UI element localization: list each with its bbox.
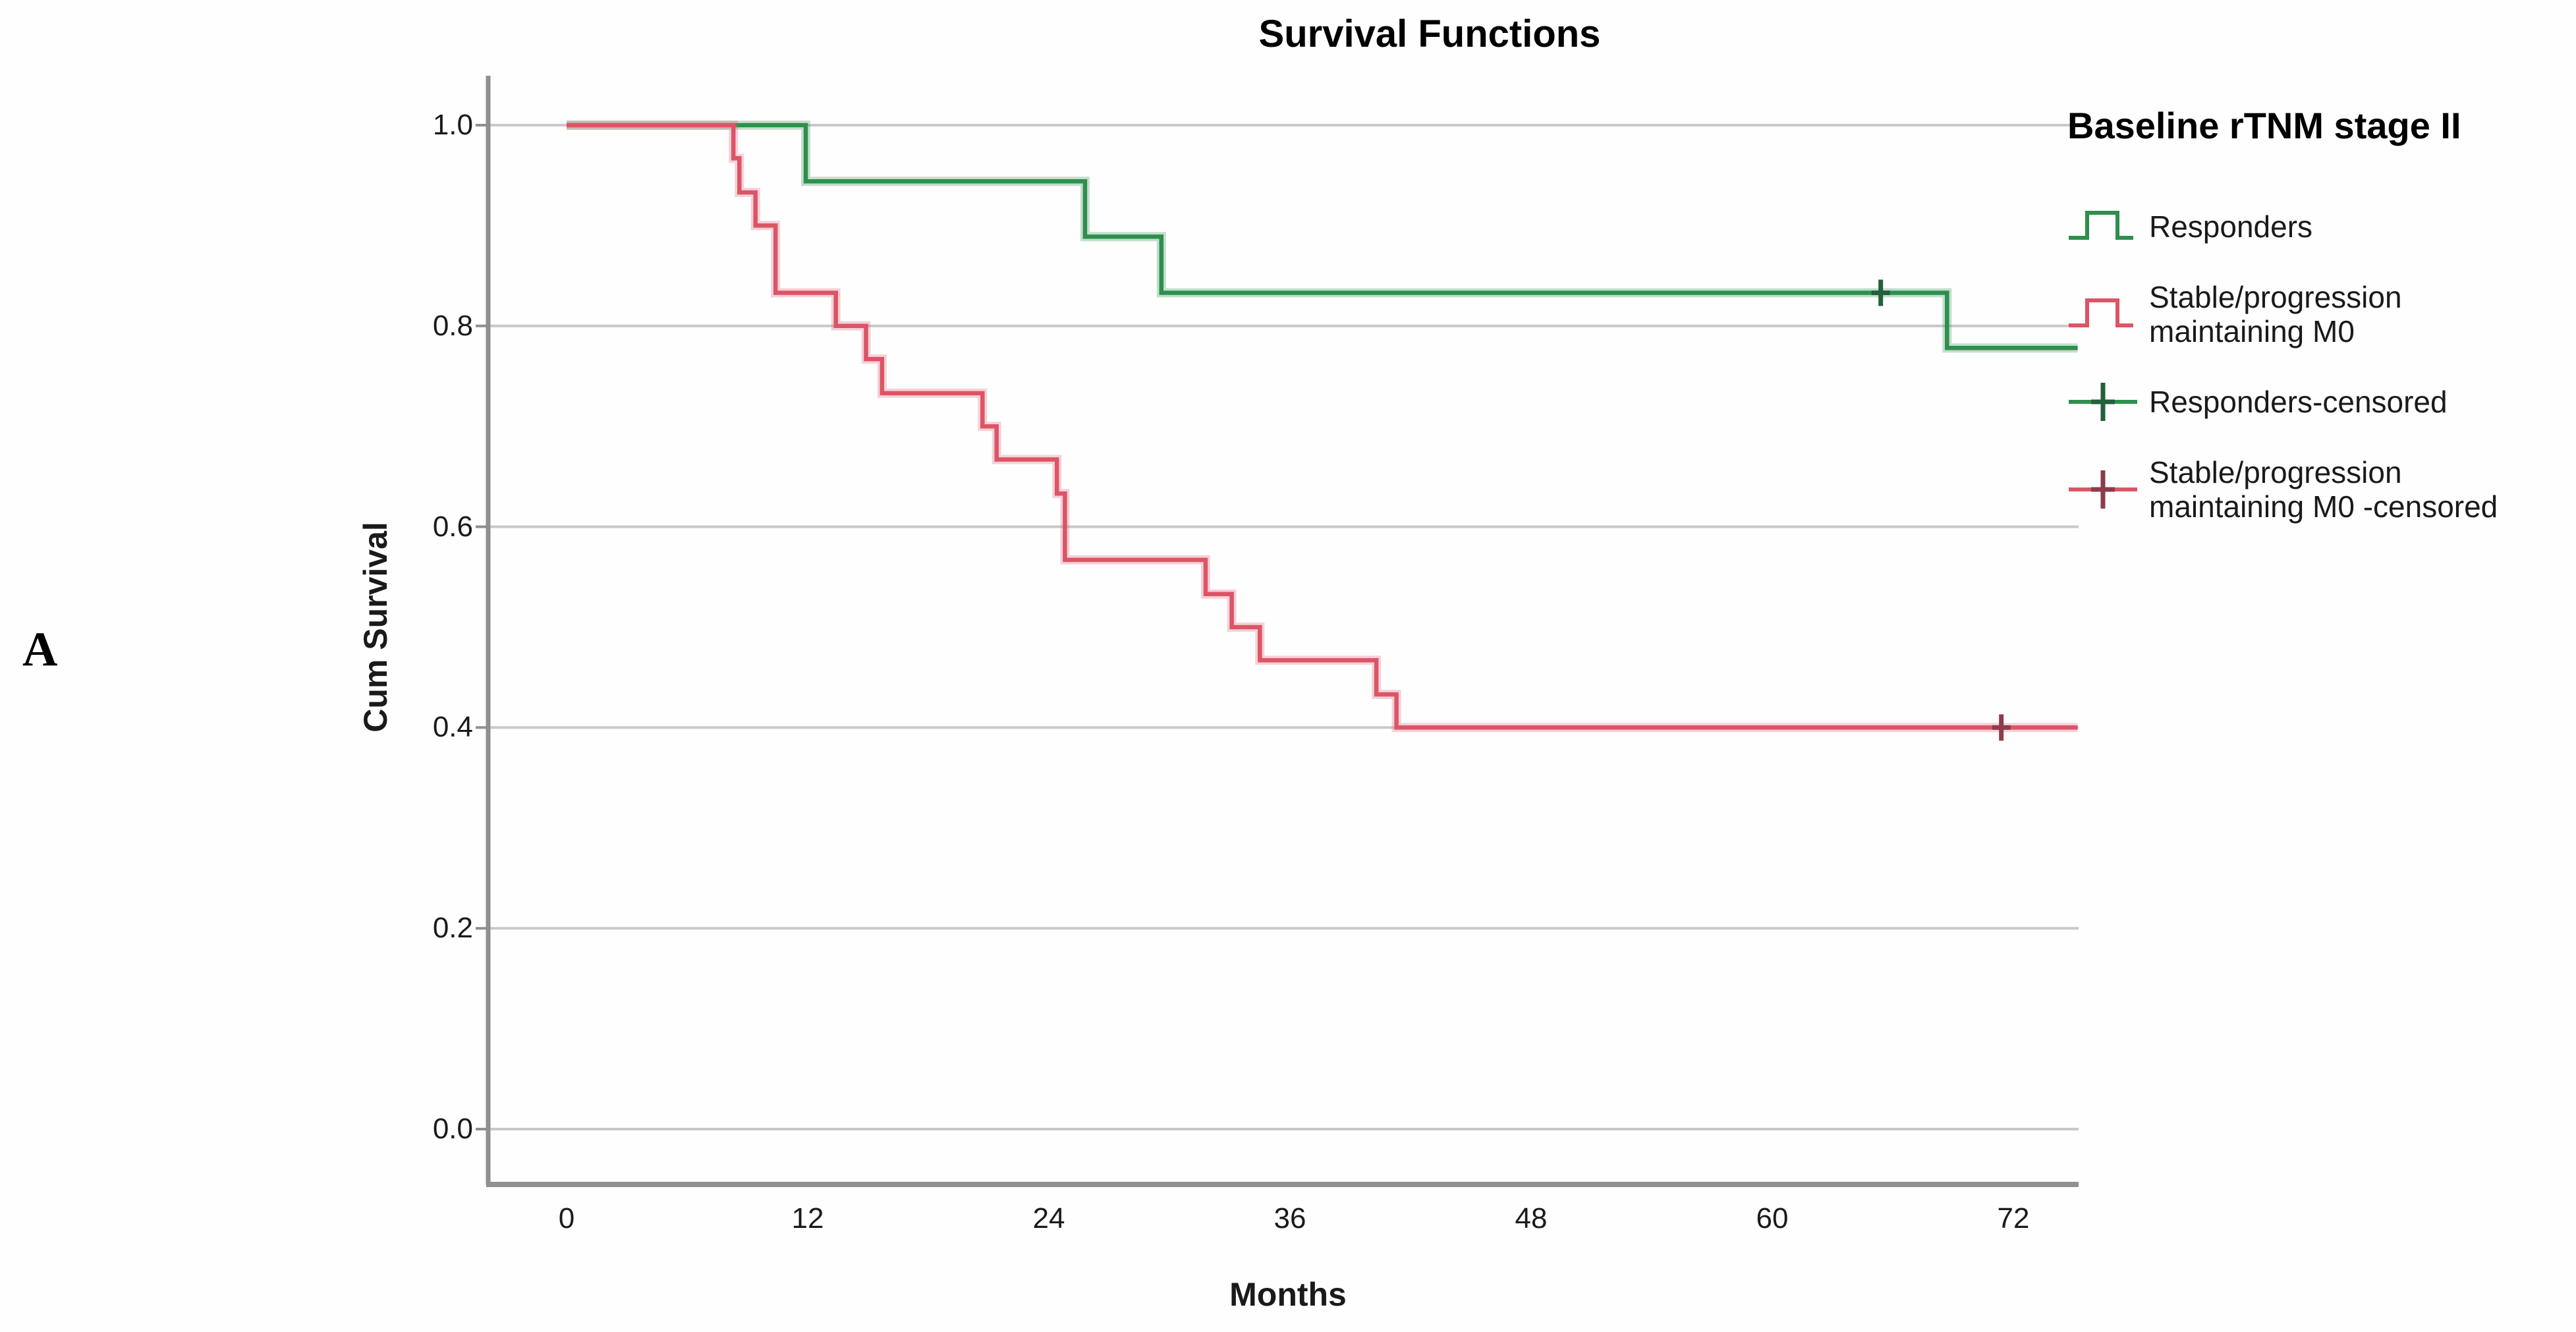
x-tick-label: 12 xyxy=(791,1202,824,1235)
y-tick-label: 0.6 xyxy=(432,510,473,543)
legend-item-label: Responders xyxy=(2149,209,2313,244)
panel-label: A xyxy=(22,623,58,677)
y-tick-label: 0.2 xyxy=(432,912,473,945)
y-tick-label: 0.4 xyxy=(432,711,473,744)
legend-item-label: Responders-censored xyxy=(2149,385,2448,419)
x-tick-label: 48 xyxy=(1515,1202,1548,1235)
red-curve-halo xyxy=(567,121,2078,733)
legend-item-label: Stable/progression maintaining M0 -censo… xyxy=(2149,455,2498,524)
x-tick-label: 60 xyxy=(1756,1202,1789,1235)
stable-progression-censored-plus-icon xyxy=(2069,470,2137,509)
chart-title: Survival Functions xyxy=(1258,13,1601,55)
legend-item-responders-censored: Responders-censored xyxy=(2067,377,2576,426)
x-tick-label: 0 xyxy=(558,1202,575,1235)
responders-censored-plus-icon xyxy=(2069,383,2137,421)
x-axis-title: Months xyxy=(1229,1276,1347,1313)
x-tick-label: 24 xyxy=(1032,1202,1065,1235)
y-tick-label: 0.8 xyxy=(432,309,473,342)
y-axis-title: Cum Survival xyxy=(357,522,394,733)
stable-progression-step-line-icon xyxy=(2069,298,2133,327)
red-survival-curve xyxy=(567,123,2078,730)
x-tick-label: 36 xyxy=(1274,1202,1306,1235)
legend-item-stable-progression-censored: Stable/progression maintaining M0 -censo… xyxy=(2067,455,2576,524)
legend-item-responders: Responders xyxy=(2067,202,2576,251)
responders-step-line-icon xyxy=(2069,211,2133,240)
legend-title: Baseline rTNM stage II xyxy=(2067,105,2461,146)
y-tick-label: 1.0 xyxy=(432,109,473,141)
x-tick-label: 72 xyxy=(1997,1202,2030,1235)
legend-item-stable-progression: Stable/progression maintaining M0 xyxy=(2067,280,2576,348)
y-tick-label: 0.0 xyxy=(432,1113,473,1145)
legend-item-label: Stable/progression maintaining M0 xyxy=(2149,280,2402,348)
green-curve-halo xyxy=(567,121,2078,353)
green-survival-curve xyxy=(567,123,2078,350)
legend: Baseline rTNM stage II Responders Stable… xyxy=(2067,104,2576,553)
